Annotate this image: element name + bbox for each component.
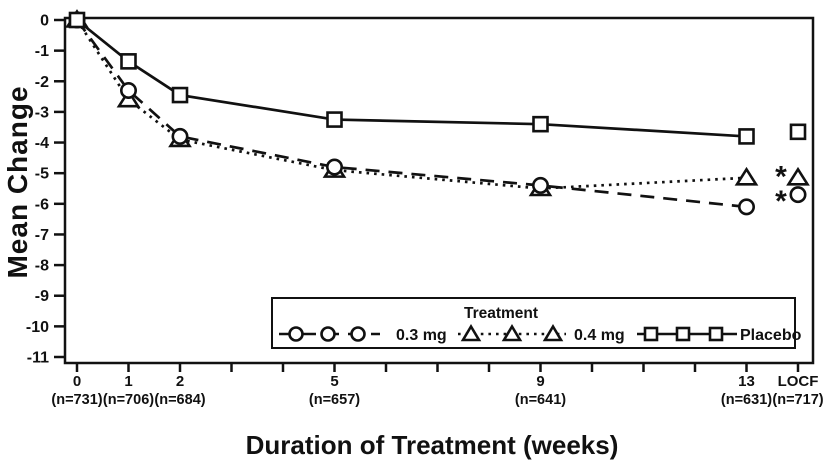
asterisk-annotation: * [775, 185, 787, 218]
x-axis-title: Duration of Treatment (weeks) [245, 430, 619, 460]
data-point-square [68, 11, 86, 29]
legend-title: Treatment [464, 305, 538, 322]
x-n-label: (n=731) [51, 392, 102, 408]
legend-entry-label: Placebo [740, 327, 802, 344]
x-n-label: (n=684) [154, 392, 205, 408]
data-point-square [738, 128, 755, 145]
data-point-triangle [734, 166, 759, 186]
legend-entry-placebo: Placebo [637, 326, 802, 344]
data-point-circle [789, 186, 807, 204]
data-point-square [789, 123, 807, 141]
y-tick-label: -9 [35, 288, 49, 305]
data-point-triangle [501, 323, 523, 342]
data-point-square [708, 326, 724, 342]
legend: Treatment 0.3 mg 0.4 mg Placebo [271, 297, 802, 349]
legend-entry-0-4-mg: 0.4 mg [458, 323, 625, 344]
x-n-label: (n=641) [515, 392, 566, 408]
series-line [75, 19, 747, 190]
data-point-circle [120, 81, 138, 99]
data-point-circle [531, 176, 549, 194]
data-point-circle [350, 326, 366, 342]
data-point-triangle [786, 166, 810, 186]
legend-entry-label: 0.3 mg [396, 327, 447, 344]
data-point-triangle [542, 323, 564, 342]
data-point-square [643, 326, 659, 342]
y-tick-label: -5 [35, 166, 49, 183]
x-tick-label: 1 [124, 373, 132, 390]
x-n-label: (n=706) [103, 392, 154, 408]
x-tick-label: 5 [330, 373, 338, 390]
asterisk-annotation: * [775, 160, 787, 193]
x-tick-label: 13 [738, 373, 755, 390]
x-axis-ticks [75, 363, 800, 372]
y-tick-label: -7 [35, 227, 49, 244]
legend-entry-0-3-mg: 0.3 mg [279, 326, 447, 344]
data-point-circle [737, 198, 755, 216]
y-tick-label: -3 [35, 104, 49, 121]
x-tick-label: LOCF [778, 373, 819, 390]
data-point-square [326, 111, 343, 128]
x-tick-label: 0 [73, 373, 81, 390]
series-line [76, 18, 747, 138]
y-axis-ticks: 0 -1 -2 -3 -4 -5 -6 -7 -8 -9 -10 -11 [26, 13, 65, 367]
series-0-3-mg: * [68, 11, 807, 218]
legend-entry-label: 0.4 mg [574, 327, 625, 344]
y-tick-label: -2 [35, 74, 49, 91]
data-point-square [675, 326, 691, 342]
data-point-triangle [460, 323, 482, 342]
data-point-square [120, 53, 137, 70]
y-tick-label: -10 [26, 319, 49, 336]
x-n-label: (n=717) [772, 392, 823, 408]
x-n-label: (n=631) [721, 392, 772, 408]
y-tick-label: -1 [35, 43, 49, 60]
x-n-label: (n=657) [309, 392, 360, 408]
data-point-square [171, 86, 189, 104]
x-tick-label: 2 [176, 373, 184, 390]
y-tick-label: -6 [35, 196, 49, 213]
data-point-circle [320, 326, 336, 342]
series-line [75, 19, 747, 209]
y-tick-label: 0 [40, 13, 49, 30]
y-tick-label: -4 [35, 135, 49, 152]
x-axis-labels: 0 (n=731) 1 (n=706) 2 (n=684) 5 (n=657) 9 (n=641)… [51, 373, 823, 408]
y-tick-label: -8 [35, 258, 49, 275]
data-point-square [532, 115, 549, 133]
x-tick-label: 9 [536, 373, 544, 390]
data-point-circle [325, 158, 343, 176]
plot-frame [63, 16, 815, 365]
data-point-circle [171, 127, 189, 145]
data-point-circle [288, 326, 304, 342]
y-tick-label: -11 [27, 350, 49, 367]
series-placebo [68, 11, 807, 145]
